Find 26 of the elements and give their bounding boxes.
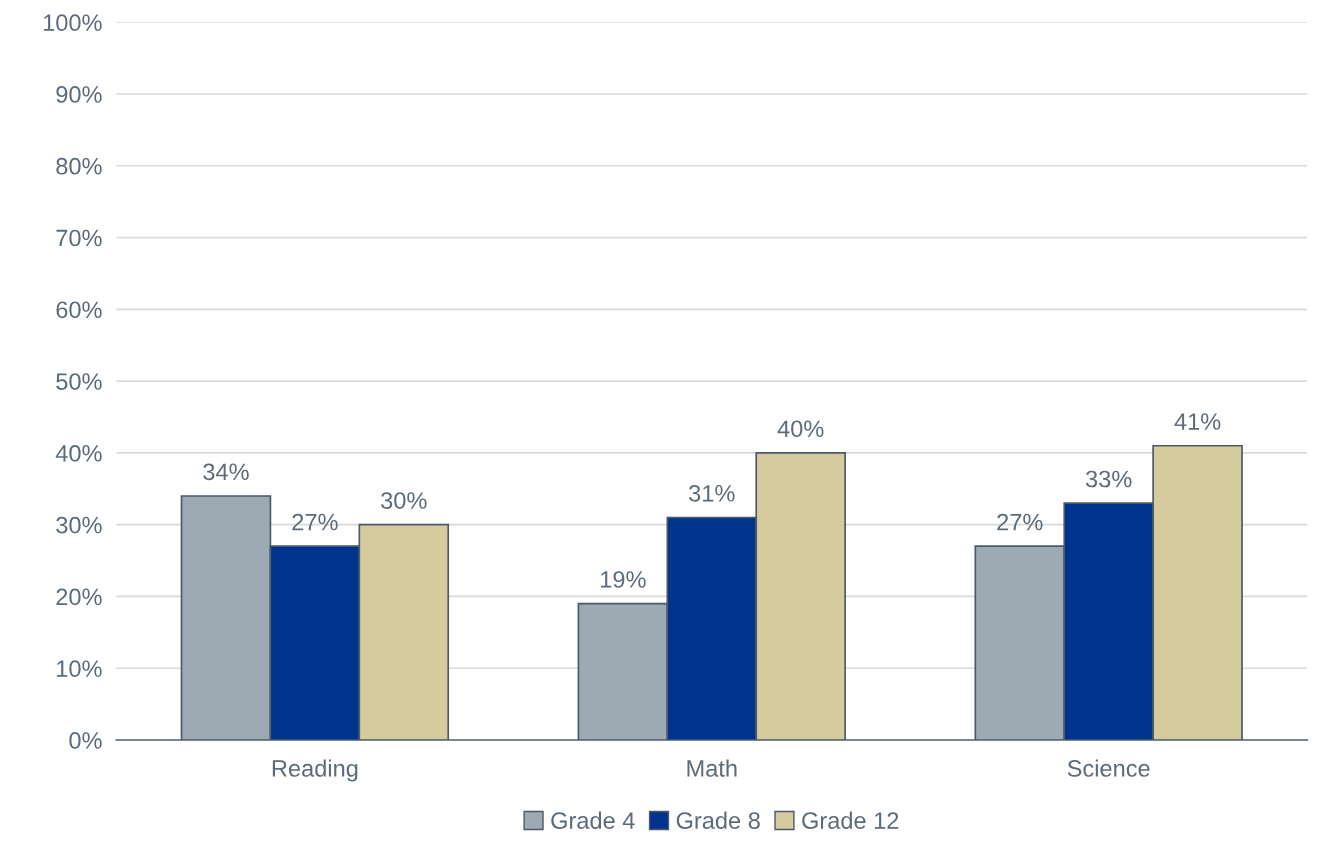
y-tick-label: 40% bbox=[55, 444, 102, 462]
data-label: 40% bbox=[777, 420, 824, 438]
x-tick-label: Reading bbox=[272, 759, 358, 782]
y-tick-label: 90% bbox=[56, 86, 102, 103]
data-label: 41% bbox=[1174, 413, 1221, 430]
y-tick-label: 20% bbox=[56, 588, 102, 606]
data-label: 27% bbox=[292, 513, 338, 531]
y-tick-label: 0% bbox=[69, 732, 102, 749]
y-tick-label: 60% bbox=[56, 301, 102, 319]
data-label: 34% bbox=[203, 463, 249, 481]
data-label: 30% bbox=[381, 492, 427, 509]
data-label: 19% bbox=[601, 571, 646, 588]
y-tick-label: 50% bbox=[56, 373, 102, 390]
y-tick-label: 30% bbox=[56, 516, 102, 534]
y-tick-label: 70% bbox=[56, 229, 102, 247]
x-tick-label: Math bbox=[687, 759, 737, 777]
legend-label: Grade 8 bbox=[676, 811, 760, 829]
y-tick-label: 100% bbox=[43, 14, 102, 32]
y-tick-label: 80% bbox=[56, 157, 102, 175]
data-label: 31% bbox=[689, 485, 735, 502]
x-tick-label: Science bbox=[1067, 759, 1150, 777]
y-tick-label: 10% bbox=[57, 660, 102, 678]
legend-label: Grade 4 bbox=[551, 811, 635, 829]
legend-label: Grade 12 bbox=[802, 811, 899, 829]
data-label: 27% bbox=[997, 513, 1043, 531]
data-label: 33% bbox=[1085, 470, 1132, 488]
